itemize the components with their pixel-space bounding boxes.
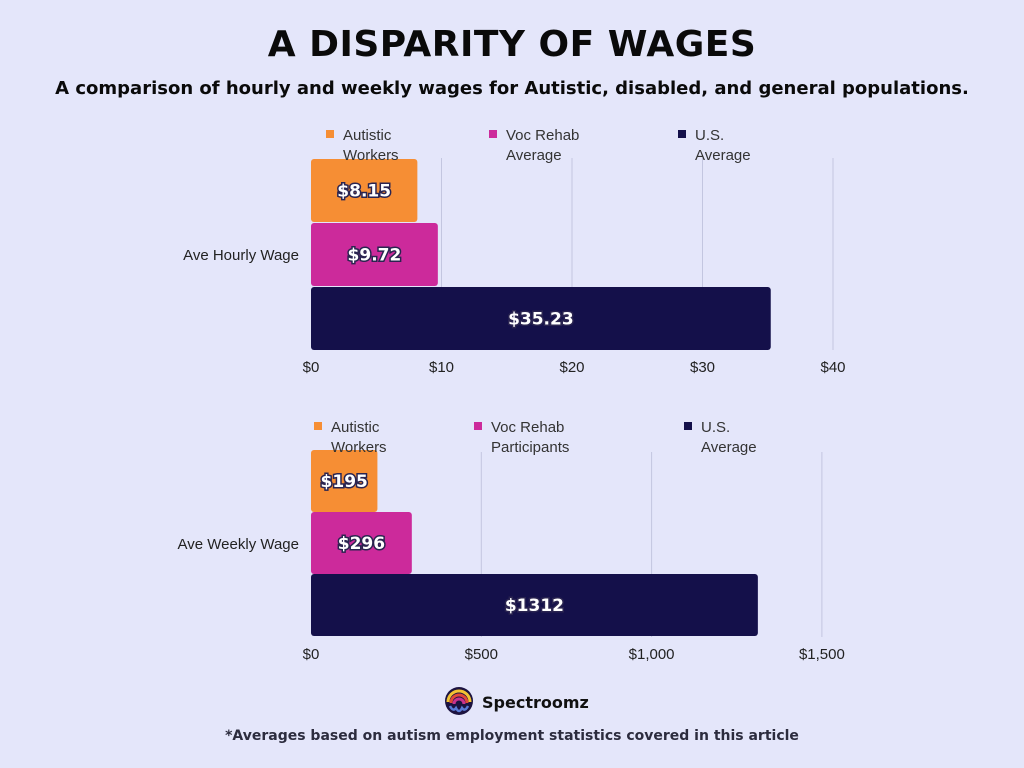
- x-tick-label: $10: [429, 359, 454, 376]
- x-tick-label: $1,000: [629, 646, 675, 663]
- hourly-wage-chart: $0 $10 $20 $30 $40 Ave Hourly Wage $8.15 $9.72 $…: [183, 127, 845, 376]
- spectroomz-logo-icon: [445, 687, 473, 715]
- legend-label: U.S. Average: [695, 127, 751, 164]
- x-tick-label: $0: [303, 359, 320, 376]
- legend-swatch: [314, 422, 322, 430]
- legend-label: Voc Rehab Average: [506, 127, 579, 164]
- x-tick-label: $0: [303, 646, 320, 663]
- x-tick-label: $500: [465, 646, 498, 663]
- legend-swatch: [684, 422, 692, 430]
- footnote: *Averages based on autism employment sta…: [225, 728, 799, 744]
- data-label: $9.72: [348, 246, 402, 266]
- bar-weekly-0: [311, 450, 378, 512]
- x-tick-label: $40: [820, 359, 845, 376]
- brand-name: Spectroomz: [482, 692, 589, 712]
- legend-label: Autistic Workers: [343, 127, 399, 164]
- chart-subtitle: A comparison of hourly and weekly wages …: [55, 78, 969, 99]
- chart-title: A DISPARITY OF WAGES: [267, 24, 757, 65]
- legend-swatch: [474, 422, 482, 430]
- category-label: Ave Weekly Wage: [178, 536, 299, 553]
- bar-hourly-0: [311, 159, 418, 222]
- legend-swatch: [326, 130, 334, 138]
- category-label: Ave Hourly Wage: [183, 247, 299, 264]
- bar-hourly-2: [311, 287, 771, 350]
- data-label: $195: [321, 472, 368, 492]
- data-label: $35.23: [508, 310, 574, 330]
- x-tick-label: $1,500: [799, 646, 845, 663]
- data-label: $1312: [505, 596, 564, 616]
- legend-label: Voc Rehab Participants: [491, 419, 569, 456]
- x-tick-label: $20: [559, 359, 584, 376]
- data-label: $296: [338, 534, 385, 554]
- legend-swatch: [678, 130, 686, 138]
- legend-label: Autistic Workers: [331, 419, 387, 456]
- bar-weekly-2: [311, 574, 758, 636]
- x-tick-label: $30: [690, 359, 715, 376]
- bar-weekly-1: [311, 512, 412, 574]
- data-label: $8.15: [337, 182, 391, 202]
- brand: Spectroomz: [444, 684, 589, 720]
- legend-label: U.S. Average: [701, 419, 757, 456]
- legend-swatch: [489, 130, 497, 138]
- bar-hourly-1: [311, 223, 438, 286]
- weekly-wage-chart: $0 $500 $1,000 $1,500 Ave Weekly Wage $195 $29…: [178, 419, 845, 663]
